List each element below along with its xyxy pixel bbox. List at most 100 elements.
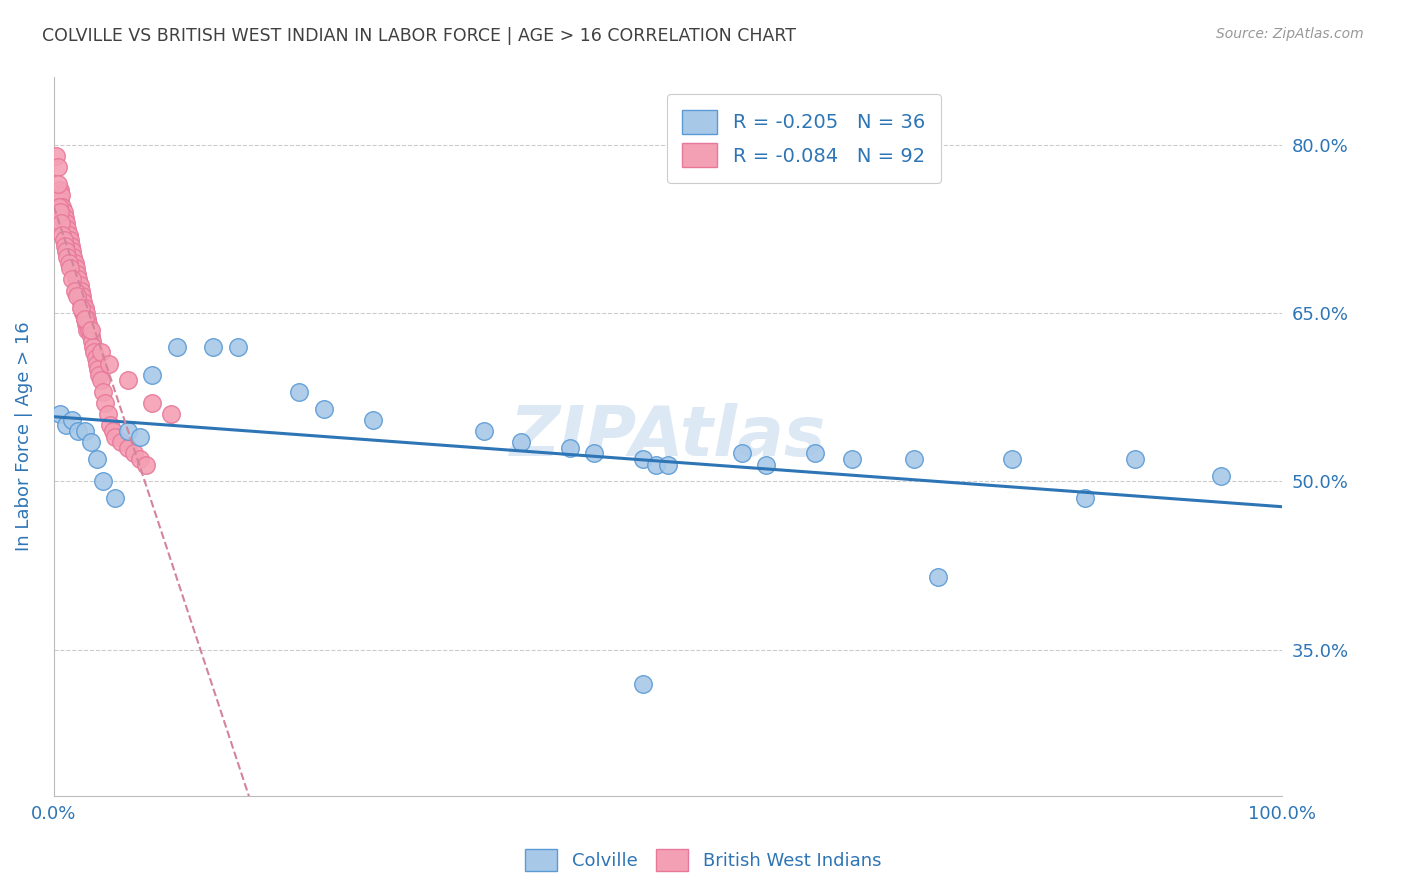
- Point: [509, 435, 531, 450]
- Point: [128, 429, 150, 443]
- Point: [53, 222, 76, 236]
- Point: [66, 278, 89, 293]
- Point: [117, 441, 139, 455]
- Text: ZIPAtlas: ZIPAtlas: [510, 403, 827, 470]
- Point: [56, 250, 79, 264]
- Point: [63, 255, 86, 269]
- Point: [730, 446, 752, 460]
- Point: [927, 570, 949, 584]
- Point: [51, 200, 73, 214]
- Point: [48, 200, 70, 214]
- Point: [60, 244, 83, 259]
- Point: [70, 284, 93, 298]
- Point: [73, 301, 96, 315]
- Legend: Colville, British West Indians: Colville, British West Indians: [517, 842, 889, 879]
- Point: [117, 424, 139, 438]
- Point: [67, 284, 90, 298]
- Point: [72, 306, 94, 320]
- Point: [110, 435, 132, 450]
- Point: [51, 188, 73, 202]
- Point: [76, 311, 98, 326]
- Point: [67, 272, 90, 286]
- Point: [55, 244, 77, 259]
- Point: [51, 211, 73, 225]
- Point: [51, 227, 73, 242]
- Point: [91, 475, 114, 489]
- Point: [804, 446, 827, 460]
- Point: [472, 424, 495, 438]
- Point: [84, 351, 107, 365]
- Point: [55, 216, 77, 230]
- Point: [56, 233, 79, 247]
- Point: [122, 446, 145, 460]
- Point: [49, 407, 72, 421]
- Point: [67, 424, 90, 438]
- Point: [644, 458, 666, 472]
- Point: [98, 418, 121, 433]
- Point: [1001, 452, 1024, 467]
- Point: [52, 205, 75, 219]
- Point: [312, 401, 335, 416]
- Point: [75, 318, 97, 332]
- Point: [841, 452, 863, 467]
- Point: [46, 160, 69, 174]
- Point: [226, 340, 249, 354]
- Point: [633, 676, 655, 690]
- Point: [59, 244, 82, 259]
- Point: [80, 334, 103, 349]
- Point: [361, 413, 384, 427]
- Point: [79, 323, 101, 337]
- Point: [63, 267, 86, 281]
- Text: Source: ZipAtlas.com: Source: ZipAtlas.com: [1216, 27, 1364, 41]
- Point: [73, 311, 96, 326]
- Point: [903, 452, 925, 467]
- Point: [657, 458, 679, 472]
- Point: [141, 396, 163, 410]
- Point: [98, 357, 121, 371]
- Point: [53, 239, 76, 253]
- Point: [558, 441, 581, 455]
- Y-axis label: In Labor Force | Age > 16: In Labor Force | Age > 16: [15, 322, 32, 551]
- Point: [79, 435, 101, 450]
- Point: [128, 452, 150, 467]
- Point: [63, 284, 86, 298]
- Point: [91, 384, 114, 399]
- Point: [69, 278, 91, 293]
- Point: [45, 149, 67, 163]
- Point: [46, 177, 69, 191]
- Point: [77, 318, 100, 332]
- Point: [633, 452, 655, 467]
- Point: [73, 424, 96, 438]
- Point: [51, 200, 73, 214]
- Point: [288, 384, 311, 399]
- Point: [51, 216, 73, 230]
- Point: [89, 374, 111, 388]
- Point: [60, 413, 83, 427]
- Point: [66, 289, 89, 303]
- Point: [58, 255, 80, 269]
- Point: [104, 429, 127, 443]
- Point: [97, 407, 120, 421]
- Point: [52, 216, 75, 230]
- Point: [73, 311, 96, 326]
- Point: [58, 227, 80, 242]
- Point: [55, 227, 77, 242]
- Point: [83, 345, 105, 359]
- Point: [55, 418, 77, 433]
- Point: [56, 222, 79, 236]
- Point: [583, 446, 606, 460]
- Point: [87, 362, 110, 376]
- Point: [65, 272, 87, 286]
- Point: [76, 323, 98, 337]
- Point: [104, 491, 127, 506]
- Point: [70, 301, 93, 315]
- Point: [79, 323, 101, 337]
- Point: [141, 368, 163, 382]
- Point: [72, 294, 94, 309]
- Point: [48, 188, 70, 202]
- Point: [49, 194, 72, 208]
- Point: [75, 306, 97, 320]
- Point: [59, 261, 82, 276]
- Point: [60, 272, 83, 286]
- Point: [159, 407, 181, 421]
